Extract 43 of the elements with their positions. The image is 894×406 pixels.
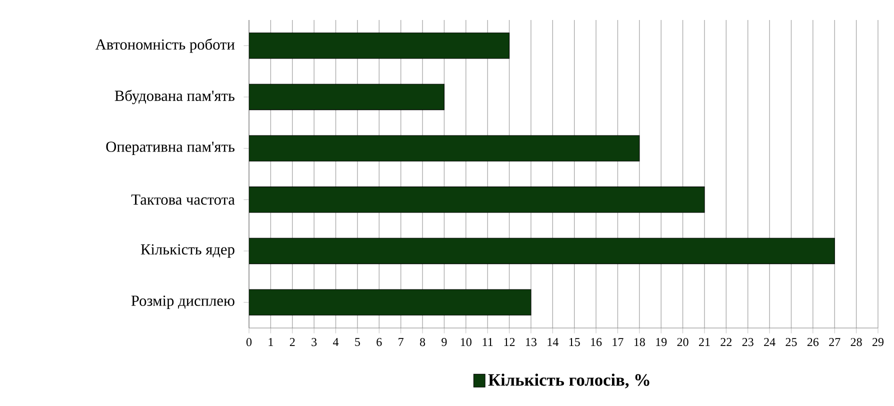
- x-tick-label: 22: [720, 338, 732, 346]
- x-tick-label: 12: [504, 338, 515, 346]
- y-tick-label: Кількість ядер: [140, 244, 234, 258]
- x-tick-label: 29: [872, 338, 884, 346]
- x-tick-label: 14: [548, 338, 558, 346]
- x-tick-label: 1: [268, 338, 273, 346]
- y-tick-label: Тактова частота: [131, 194, 235, 205]
- x-tick-label: 28: [850, 338, 862, 346]
- x-tick-label: 20: [677, 338, 688, 346]
- x-tick-label: 0: [246, 338, 252, 346]
- x-tick-label: 27: [829, 338, 840, 346]
- bar: [249, 135, 640, 162]
- x-tick-label: 18: [634, 338, 645, 346]
- x-tick-label: 9: [442, 338, 447, 346]
- y-tick-label: Розмір дисплею: [131, 296, 234, 310]
- x-tick-label: 4: [332, 338, 339, 346]
- x-tick-label: 10: [460, 338, 472, 346]
- x-tick-label: 15: [569, 338, 580, 346]
- x-tick-label: 19: [656, 338, 667, 346]
- x-tick-label: 24: [764, 338, 776, 346]
- y-tick-label: Автономність роботи: [95, 38, 235, 53]
- legend-label: Кількість голосів, %: [488, 374, 650, 388]
- y-tick-label: Вбудована пам'ять: [114, 90, 234, 104]
- y-tick-label: Оперативна пам'ять: [106, 142, 234, 156]
- x-tick-label: 26: [807, 338, 819, 346]
- bar: [249, 238, 835, 264]
- x-tick-label: 8: [420, 338, 426, 346]
- x-tick-label: 25: [786, 338, 797, 346]
- x-tick-label: 7: [398, 338, 404, 346]
- x-tick-label: 16: [591, 338, 602, 346]
- bar: [249, 32, 510, 59]
- x-tick-label: 6: [376, 338, 382, 346]
- x-tick-label: 21: [699, 338, 710, 346]
- x-tick-label: 23: [742, 338, 754, 346]
- x-tick-label: 5: [355, 338, 360, 346]
- x-tick-label: 2: [290, 338, 295, 346]
- x-tick-label: 11: [482, 338, 493, 346]
- x-tick-label: 13: [526, 338, 537, 346]
- bar: [249, 289, 532, 316]
- x-tick-label: 3: [312, 338, 317, 346]
- x-tick-label: 17: [612, 338, 624, 346]
- bar: [249, 84, 444, 110]
- bar: [249, 186, 705, 213]
